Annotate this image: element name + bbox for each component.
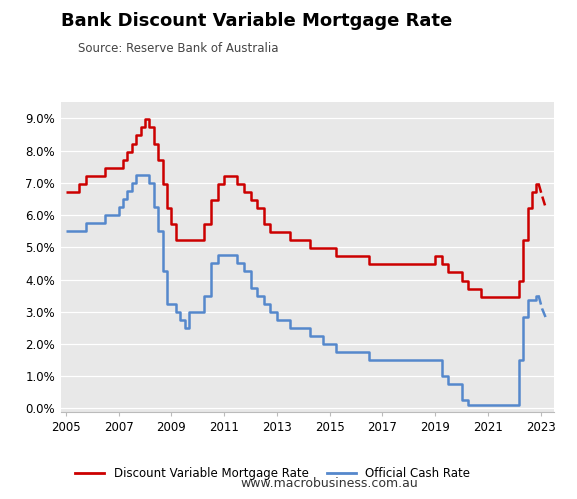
Text: Source: Reserve Bank of Australia: Source: Reserve Bank of Australia xyxy=(78,42,278,55)
Text: Bank Discount Variable Mortgage Rate: Bank Discount Variable Mortgage Rate xyxy=(61,12,452,30)
Text: BUSINESS: BUSINESS xyxy=(463,45,521,55)
Text: MACRO: MACRO xyxy=(462,17,522,32)
Text: www.macrobusiness.com.au: www.macrobusiness.com.au xyxy=(240,477,418,490)
Legend: Discount Variable Mortgage Rate, Official Cash Rate: Discount Variable Mortgage Rate, Officia… xyxy=(70,462,475,485)
